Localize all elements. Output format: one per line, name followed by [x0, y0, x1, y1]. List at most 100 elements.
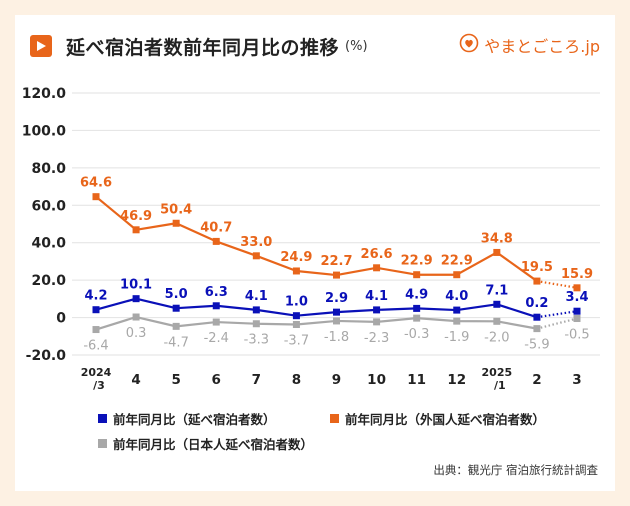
y-tick-label: 120.0 [22, 86, 67, 102]
data-label-foreign: 22.9 [401, 254, 433, 269]
data-label-total: 5.0 [165, 287, 188, 302]
data-point-foreign [92, 193, 100, 201]
data-point-japanese [373, 318, 381, 326]
series-line-dotted-foreign [536, 279, 578, 289]
data-point-total [212, 302, 220, 310]
x-tick-label: 2 [532, 372, 541, 388]
data-point-total [292, 312, 300, 320]
x-tick-label: 5 [171, 372, 180, 388]
play-triangle-icon [30, 35, 52, 57]
data-label-total: 1.0 [285, 295, 308, 310]
x-tick-label: 10 [367, 372, 386, 388]
data-point-foreign [373, 264, 381, 272]
data-label-total: 3.4 [565, 290, 588, 305]
data-label-total: 7.1 [485, 283, 508, 298]
data-point-japanese [92, 326, 100, 334]
legend-swatch-total [98, 414, 107, 423]
y-tick-label: 80.0 [31, 161, 66, 177]
data-label-japanese: 0.3 [126, 326, 147, 341]
x-tick-label: 4 [131, 372, 140, 388]
data-label-total: 10.1 [120, 278, 152, 293]
data-point-foreign [212, 237, 220, 245]
data-point-japanese [132, 313, 140, 321]
y-tick-label: -20.0 [26, 348, 67, 364]
data-point-total [573, 307, 581, 315]
data-point-japanese [453, 317, 461, 325]
data-label-japanese: -2.4 [204, 331, 229, 346]
x-tick-label: 6 [212, 372, 221, 388]
legend-swatch-foreign [330, 414, 339, 423]
data-point-total [453, 306, 461, 314]
data-label-foreign: 24.9 [280, 250, 312, 265]
y-tick-label: 100.0 [22, 123, 67, 139]
data-point-japanese [573, 315, 581, 323]
series-line-japanese [95, 315, 538, 331]
x-tick-label: 9 [332, 372, 341, 388]
data-label-foreign: 34.8 [481, 231, 513, 246]
data-label-japanese: -3.3 [244, 333, 269, 348]
data-point-foreign [533, 277, 541, 285]
data-label-japanese: -1.8 [324, 330, 349, 345]
data-label-japanese: -4.7 [163, 335, 188, 350]
data-point-foreign [292, 267, 300, 275]
data-label-foreign: 19.5 [521, 260, 553, 275]
data-label-japanese: -5.9 [524, 338, 549, 353]
data-point-japanese [533, 325, 541, 333]
data-point-total [413, 304, 421, 312]
data-point-foreign [252, 252, 260, 260]
data-label-foreign: 33.0 [240, 235, 272, 250]
data-label-japanese: -0.5 [564, 328, 589, 343]
x-tick-label: 11 [407, 372, 426, 388]
data-point-total [373, 306, 381, 314]
data-label-foreign: 22.9 [441, 254, 473, 269]
x-tick-label: 8 [292, 372, 301, 388]
legend-label-total: 前年同月比（延べ宿泊者数） [113, 412, 276, 427]
data-label-total: 4.1 [365, 289, 388, 304]
data-point-japanese [333, 317, 340, 325]
data-label-japanese: -0.3 [404, 327, 429, 342]
legend-label-foreign: 前年同月比（外国人延べ宿泊者数） [345, 412, 546, 427]
data-label-japanese: -2.0 [484, 330, 509, 345]
legend-item-japanese: 前年同月比（日本人延べ宿泊者数） [98, 434, 313, 453]
data-point-japanese [413, 314, 421, 322]
chart-header: 延べ宿泊者数前年同月比の推移 (%) [30, 33, 368, 59]
data-label-total: 0.2 [525, 296, 548, 311]
y-tick-label: 40.0 [31, 236, 66, 252]
series-line-total [95, 297, 538, 319]
legend-item-foreign: 前年同月比（外国人延べ宿泊者数） [330, 409, 545, 428]
x-tick-label: 2025 [482, 366, 513, 379]
heart-logo-icon [459, 33, 479, 57]
data-point-foreign [172, 219, 180, 227]
data-label-foreign: 46.9 [120, 209, 152, 224]
data-point-foreign [413, 271, 421, 279]
data-label-japanese: -3.7 [284, 333, 309, 348]
data-point-total [252, 306, 260, 314]
data-point-foreign [453, 271, 461, 279]
data-point-foreign [573, 284, 581, 292]
data-point-foreign [333, 271, 340, 279]
data-point-foreign [493, 248, 501, 256]
y-tick-label: 20.0 [31, 273, 66, 289]
data-label-total: 6.3 [205, 285, 228, 300]
data-label-japanese: -6.4 [83, 339, 108, 354]
x-tick-label-sub: /1 [494, 379, 506, 392]
x-tick-label: 3 [572, 372, 581, 388]
y-tick-label: 0 [56, 311, 66, 327]
data-label-foreign: 50.4 [160, 202, 192, 217]
data-label-total: 4.0 [445, 289, 468, 304]
data-point-japanese [292, 320, 300, 328]
data-point-japanese [172, 322, 180, 330]
data-label-foreign: 15.9 [561, 267, 593, 282]
data-point-total [533, 313, 541, 321]
data-label-foreign: 40.7 [200, 220, 232, 235]
x-tick-label: 7 [252, 372, 261, 388]
series-line-dotted-total [536, 310, 578, 319]
data-label-japanese: -2.3 [364, 331, 389, 346]
data-label-japanese: -1.9 [444, 330, 469, 345]
data-label-foreign: 22.7 [320, 254, 352, 269]
data-point-foreign [132, 226, 140, 234]
data-label-total: 4.2 [84, 289, 107, 304]
series-line-foreign [95, 195, 538, 282]
data-label-foreign: 64.6 [80, 176, 112, 191]
